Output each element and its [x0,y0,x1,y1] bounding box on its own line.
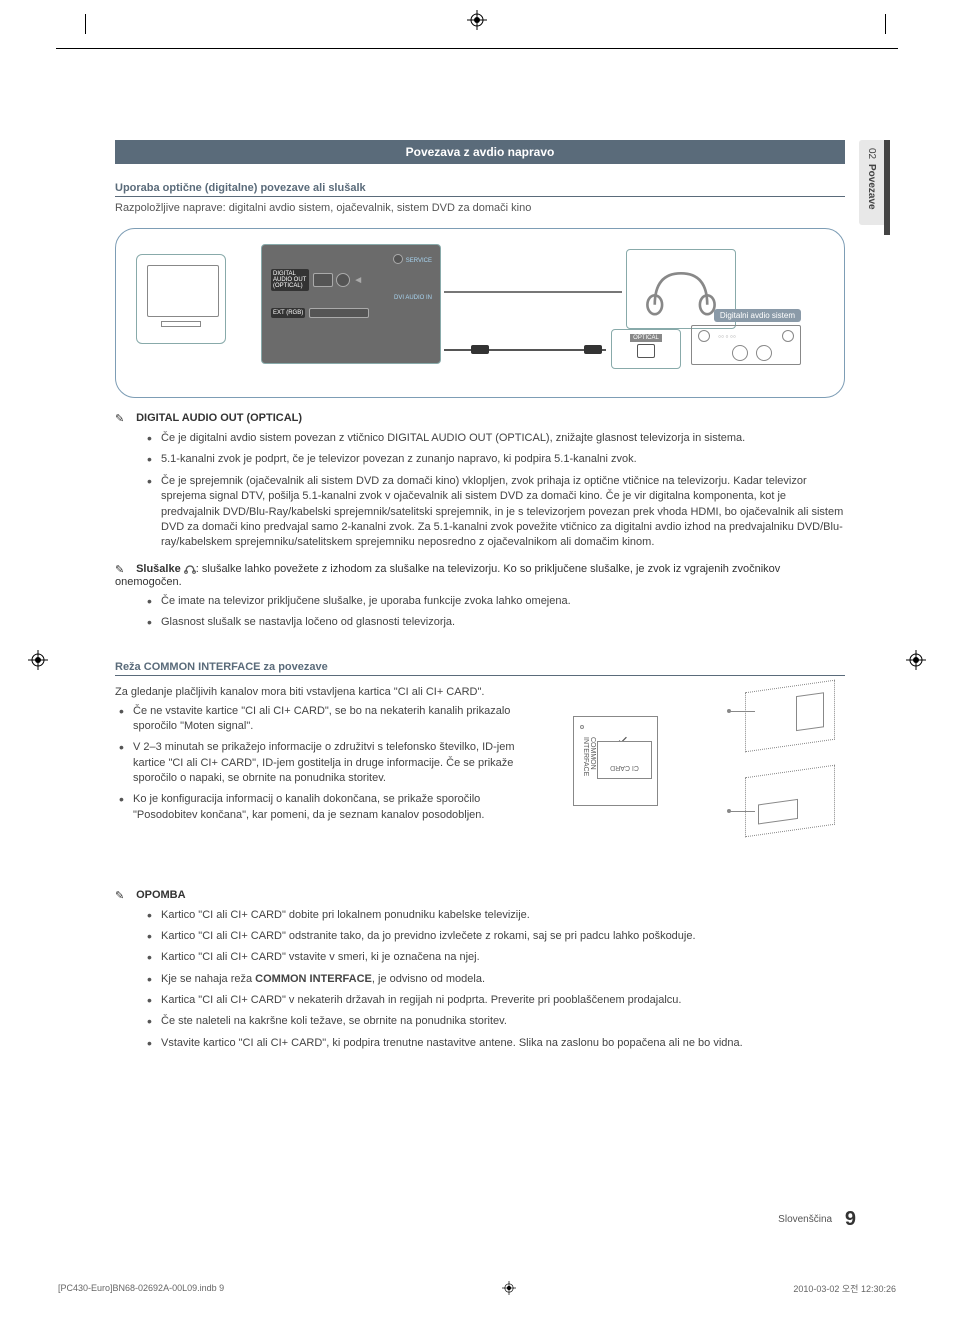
footprint-timestamp: 2010-03-02 오전 12:30:26 [793,1282,896,1295]
audio-system-box: Digitalni avdio sistem ○○ ○ ○○ [691,309,801,369]
ci-card: CI CARD [597,741,652,779]
reg-mark-right [906,650,926,670]
print-footprint: [PC430-Euro]BN68-02692A-00L09.indb 9 201… [58,1281,896,1295]
port-digital-audio-out: DIGITAL AUDIO OUT (OPTICAL) [271,269,309,291]
side-tab-label: Povezave [866,164,877,210]
ci-card-label: CI CARD [598,764,651,771]
headphones-bullets: Če imate na televizor priključene slušal… [137,594,845,631]
note-icon: ✎ [115,889,129,902]
list-item: Če je digitalni avdio sistem povezan z v… [147,431,845,446]
optical-port-box: OPTICAL [611,329,681,369]
list-item: Če je sprejemnik (ojačevalnik ali sistem… [147,474,845,551]
ci-text-col: Za gledanje plačljivih kanalov mora biti… [115,686,545,851]
opomba-bullets: Kartico "CI ali CI+ CARD" dobite pri lok… [137,908,845,1052]
page-content: Povezava z avdio napravo Uporaba optične… [115,140,845,1063]
list-item: Ko je konfiguracija informacij o kanalih… [119,792,545,823]
digital-out-section: ✎ DIGITAL AUDIO OUT (OPTICAL) Če je digi… [115,412,845,551]
list-item: Glasnost slušalk se nastavlja ločeno od … [147,615,845,630]
sec1-subtext: Razpoložljive naprave: digitalni avdio s… [115,202,845,214]
reg-mark-top [467,10,487,30]
audio-system-label: Digitalni avdio sistem [714,309,801,322]
connection-diagram: SERVICE DIGITAL AUDIO OUT (OPTICAL) ◄ DV… [115,228,845,398]
optical-label: OPTICAL [630,334,662,342]
footprint-file: [PC430-Euro]BN68-02692A-00L09.indb 9 [58,1283,224,1293]
headphones-inline-icon [184,564,196,574]
common-interface-section: Reža COMMON INTERFACE za povezave Za gle… [115,661,845,851]
ci-intro: Za gledanje plačljivih kanalov mora biti… [115,686,545,698]
port-service-label: SERVICE [406,258,432,264]
list-item: Kartico "CI ali CI+ CARD" dobite pri lok… [147,908,845,923]
list-item: V 2–3 minutah se prikažejo informacije o… [119,740,545,786]
page-number: 9 [845,1208,856,1230]
tv-icon [136,254,226,344]
optical-cable [444,349,606,351]
side-tab-number: 02 [866,148,877,159]
ci-slot-label: COMMON INTERFACE [582,737,596,805]
ci-bullets: Če ne vstavite kartice "CI ali CI+ CARD"… [115,704,545,824]
crop-top-h [56,48,898,49]
page-footer: Slovenščina 9 [778,1208,856,1231]
headphones-text: : slušalke lahko povežete z izhodom za s… [115,563,780,588]
cable-plug-l [471,345,489,354]
digital-out-bullets: Če je digitalni avdio sistem povezan z v… [137,431,845,551]
headphones-section: ✎ Slušalke : slušalke lahko povežete z i… [115,563,845,631]
port-dvi-label: DVI AUDIO IN [270,295,432,301]
note-icon: ✎ [115,563,129,576]
digital-out-heading: DIGITAL AUDIO OUT (OPTICAL) [136,412,302,424]
opomba-section: ✎ OPOMBA Kartico "CI ali CI+ CARD" dobit… [115,889,845,1052]
list-item: Kartico "CI ali CI+ CARD" odstranite tak… [147,929,845,944]
cable-plug-r [584,345,602,354]
sec2-heading: Reža COMMON INTERFACE za povezave [115,661,845,676]
sec1-heading: Uporaba optične (digitalne) povezave ali… [115,182,845,197]
side-tab: 02 Povezave [859,140,884,225]
list-item: Vstavite kartico "CI ali CI+ CARD", ki p… [147,1036,845,1051]
tv-back-panel: SERVICE DIGITAL AUDIO OUT (OPTICAL) ◄ DV… [261,244,441,364]
ci-iso-view-1 [745,686,845,756]
ci-diagram: COMMON INTERFACE ↙ CI CARD [563,686,845,851]
ci-iso-view-2 [745,771,845,846]
reg-mark-bottom [502,1281,516,1295]
headphones-heading: Slušalke [136,563,181,575]
side-accent-bar [884,140,890,235]
hp-cable [444,291,622,293]
crop-tl-v [85,14,86,34]
list-item: 5.1-kanalni zvok je podprt, če je televi… [147,452,845,467]
reg-mark-left [28,650,48,670]
crop-tr-v [885,14,886,34]
footer-language: Slovenščina [778,1214,832,1225]
port-ext: EXT (RGB) [271,308,305,318]
list-item: Če ne vstavite kartice "CI ali CI+ CARD"… [119,704,545,735]
section-title: Povezava z avdio napravo [115,140,845,164]
list-item: Kartico "CI ali CI+ CARD" vstavite v sme… [147,950,845,965]
list-item: Kje se nahaja reža COMMON INTERFACE, je … [147,972,845,987]
list-item: Če imate na televizor priključene slušal… [147,594,845,609]
list-item: Če ste naleteli na kakršne koli težave, … [147,1014,845,1029]
opomba-heading: OPOMBA [136,889,186,901]
note-icon: ✎ [115,412,129,425]
list-item: Kartica "CI ali CI+ CARD" v nekaterih dr… [147,993,845,1008]
